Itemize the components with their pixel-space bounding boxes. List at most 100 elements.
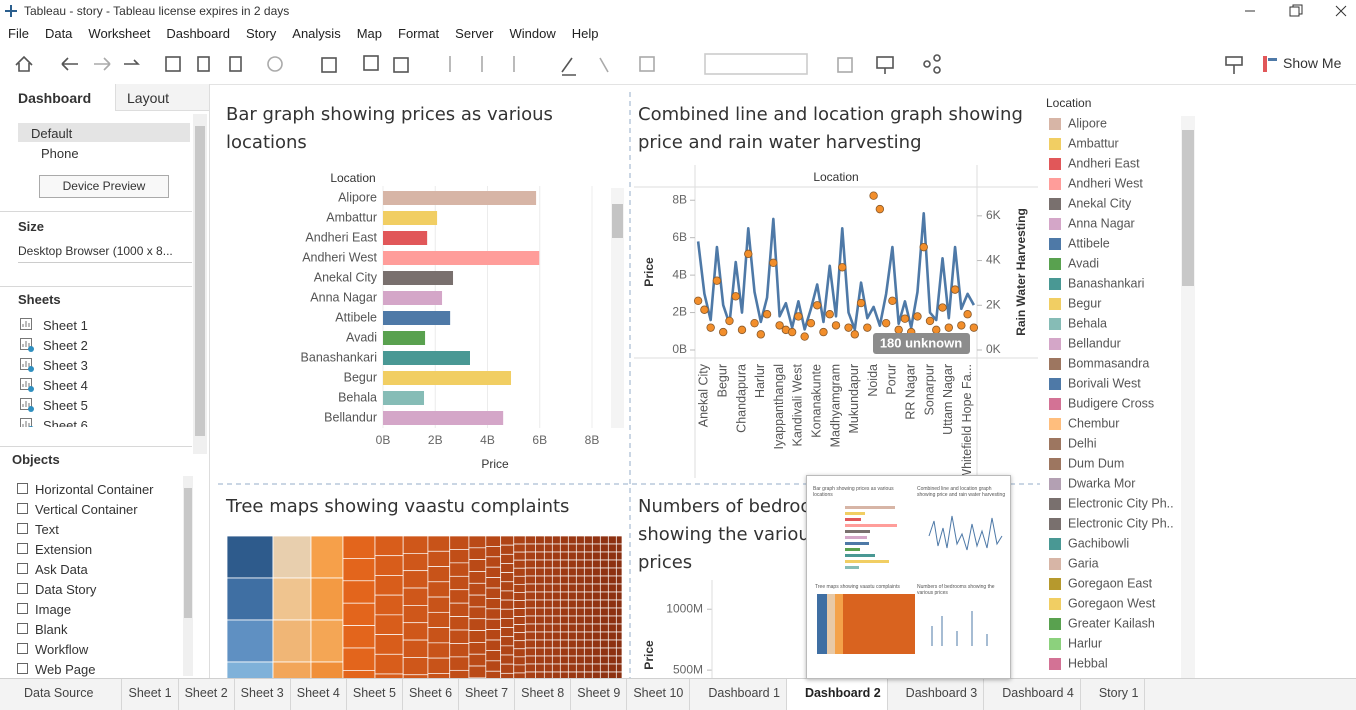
treemap-tile [616, 624, 622, 632]
sheet-tab[interactable]: Sheet 5 [347, 679, 403, 710]
x-tick-label: Iyappanthangal [772, 364, 786, 450]
treemap-tile [576, 632, 584, 640]
treemap-tile [576, 536, 584, 544]
treemap-tile [576, 560, 584, 568]
sheet-tab[interactable]: Sheet 3 [235, 679, 291, 710]
treemap-tile [501, 573, 514, 582]
treemap-tile [227, 662, 273, 678]
sheet-tab[interactable]: Sheet 2 [179, 679, 235, 710]
treemap-tile [584, 648, 592, 656]
treemap-tile [544, 584, 552, 592]
treemap-tile [584, 640, 592, 648]
treemap-tile [608, 544, 616, 552]
treemap-tile [576, 552, 584, 560]
treemap-tile [535, 600, 544, 608]
rain-point [838, 263, 846, 271]
x-tick-label: Anekal City [697, 363, 711, 427]
sheet-tab[interactable]: Data Source [0, 679, 122, 710]
rain-point [926, 317, 934, 325]
treemap-tile [616, 592, 622, 600]
treemap-tile [576, 544, 584, 552]
treemap-tile [428, 597, 450, 612]
treemap-tile [311, 578, 343, 620]
treemap-tile [560, 576, 568, 584]
scrollbar-thumb[interactable] [1182, 130, 1194, 286]
rain-point [870, 192, 878, 200]
treemap-tile [568, 664, 576, 672]
treemap-tile [273, 578, 311, 620]
treemap-tile [535, 576, 544, 584]
sheet-tab[interactable]: Sheet 6 [403, 679, 459, 710]
legend-swatch [1049, 358, 1061, 370]
treemap-tile [592, 536, 600, 544]
scrollbar-thumb[interactable] [612, 204, 623, 238]
treemap-tile [552, 648, 560, 656]
sheet-tab[interactable]: Sheet 9 [571, 679, 627, 710]
treemap-tile [568, 568, 576, 576]
treemap-tile [576, 624, 584, 632]
sheet-tab[interactable]: Sheet 1 [122, 679, 178, 710]
treemap-tile [560, 664, 568, 672]
treemap-tile [552, 568, 560, 576]
legend-label: Goregaon West [1068, 596, 1156, 610]
rain-point [958, 322, 966, 330]
treemap-tile [535, 640, 544, 648]
category-label: Begur [344, 370, 377, 384]
x-tick-label: Porur [885, 364, 899, 395]
category-label: Bellandur [324, 410, 377, 424]
treemap-tile [608, 536, 616, 544]
sheet-tab[interactable]: Sheet 10 [627, 679, 690, 710]
sheet-tab[interactable]: Dashboard 2 [787, 679, 888, 710]
treemap-tile [552, 560, 560, 568]
x-tick-label: Whitefield Hope Fa... [960, 364, 974, 481]
sheet-tab[interactable]: Story 1 [1081, 679, 1146, 710]
treemap-tile [560, 656, 568, 664]
treemap-tile [616, 632, 622, 640]
treemap-tile [486, 661, 501, 671]
treemap-tile [450, 590, 469, 603]
treemap-tile [568, 544, 576, 552]
axis-title: Price [642, 257, 656, 287]
treemap-tile [552, 624, 560, 632]
rain-point [914, 313, 922, 321]
treemap-tile [616, 536, 622, 544]
sheet-tab[interactable]: Dashboard 1 [690, 679, 787, 710]
sheet-tab[interactable]: Dashboard 3 [888, 679, 985, 710]
treemap-tile [450, 576, 469, 589]
treemap-tile [535, 552, 544, 560]
treemap-tile [375, 595, 403, 615]
rain-point [932, 326, 940, 334]
treemap-tile [576, 648, 584, 656]
treemap-tile [592, 624, 600, 632]
treemap-tile [600, 656, 608, 664]
treemap-tile [584, 656, 592, 664]
treemap-tile [576, 568, 584, 576]
treemap-tile [608, 560, 616, 568]
treemap-tile [592, 640, 600, 648]
treemap-tile [576, 584, 584, 592]
legend-label: Dum Dum [1068, 456, 1124, 470]
treemap-tile [544, 592, 552, 600]
treemap-tile [525, 592, 535, 600]
treemap-tile [501, 609, 514, 618]
sheet-tab[interactable]: Sheet 7 [459, 679, 515, 710]
treemap-tile [560, 600, 568, 608]
rain-point [951, 286, 959, 294]
treemap-tile [608, 608, 616, 616]
treemap-tile [486, 650, 501, 660]
treemap-tile [375, 615, 403, 635]
sheet-tab[interactable]: Sheet 4 [291, 679, 347, 710]
legend-swatch [1049, 618, 1061, 630]
sheet-tab[interactable]: Sheet 8 [515, 679, 571, 710]
treemap-tile [227, 620, 273, 662]
treemap-tile [535, 584, 544, 592]
treemap-tile [568, 576, 576, 584]
treemap-tile [568, 640, 576, 648]
legend-label: Chembur [1068, 416, 1119, 430]
sheet-tab[interactable]: Dashboard 4 [984, 679, 1081, 710]
treemap-tile [514, 552, 526, 560]
treemap-tile [616, 576, 622, 584]
treemap-tile [560, 584, 568, 592]
treemap-tile [544, 560, 552, 568]
treemap-tile [616, 664, 622, 672]
